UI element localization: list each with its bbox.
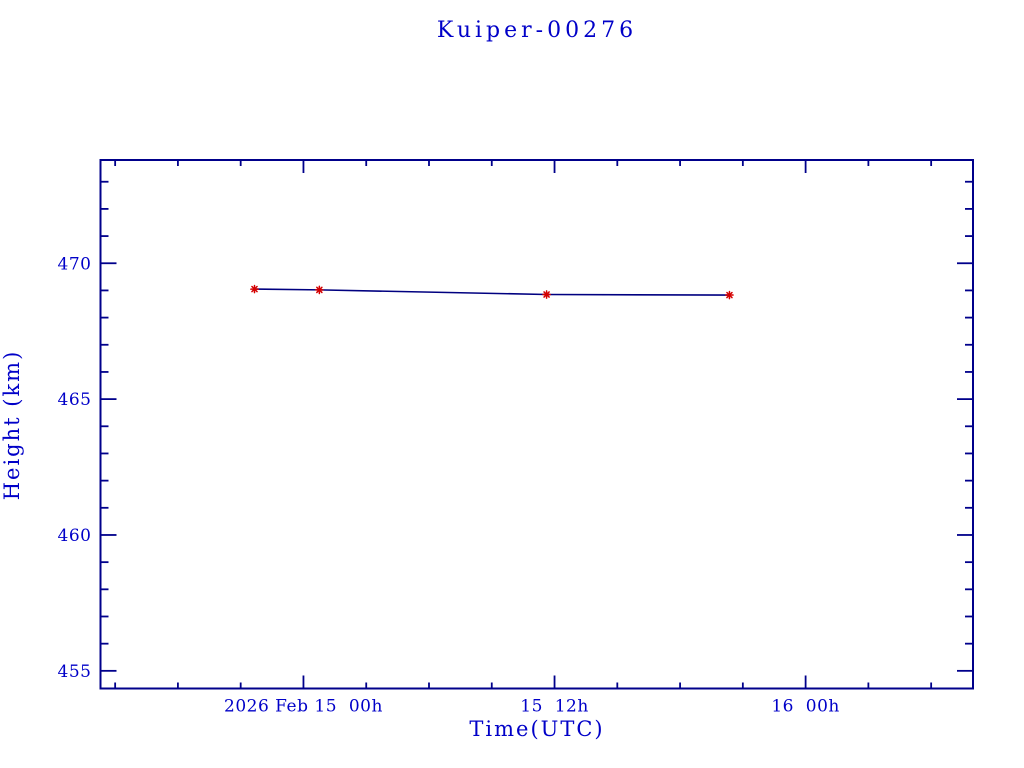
x-axis-label: Time(UTC) [469,717,604,741]
data-point-marker [250,284,259,294]
marker-stroke [251,285,258,293]
y-tick-label: 470 [58,254,92,274]
data-point-marker [542,290,551,299]
y-tick-label: 465 [58,390,92,410]
marker-stroke [726,291,733,299]
plot-layer: 2026 Feb 15 00h 15 12h 16 00h 455 460 465 470 [58,159,974,717]
data-point-marker [725,290,734,300]
x-tick-label: 15 12h [520,697,589,717]
plot-frame [99,159,974,690]
chart-title: Kuiper-00276 [437,18,637,43]
y-axis-label: Height (km) [0,350,24,501]
x-tick-label: 16 00h [771,697,840,717]
x-tick-label: 2026 Feb 15 00h [224,697,383,717]
data-point-marker [315,285,324,295]
marker-stroke [316,286,323,294]
y-tick-label: 460 [58,526,92,546]
y-tick-label: 455 [58,662,92,682]
data-line [254,288,730,296]
marker-stroke [543,291,550,298]
